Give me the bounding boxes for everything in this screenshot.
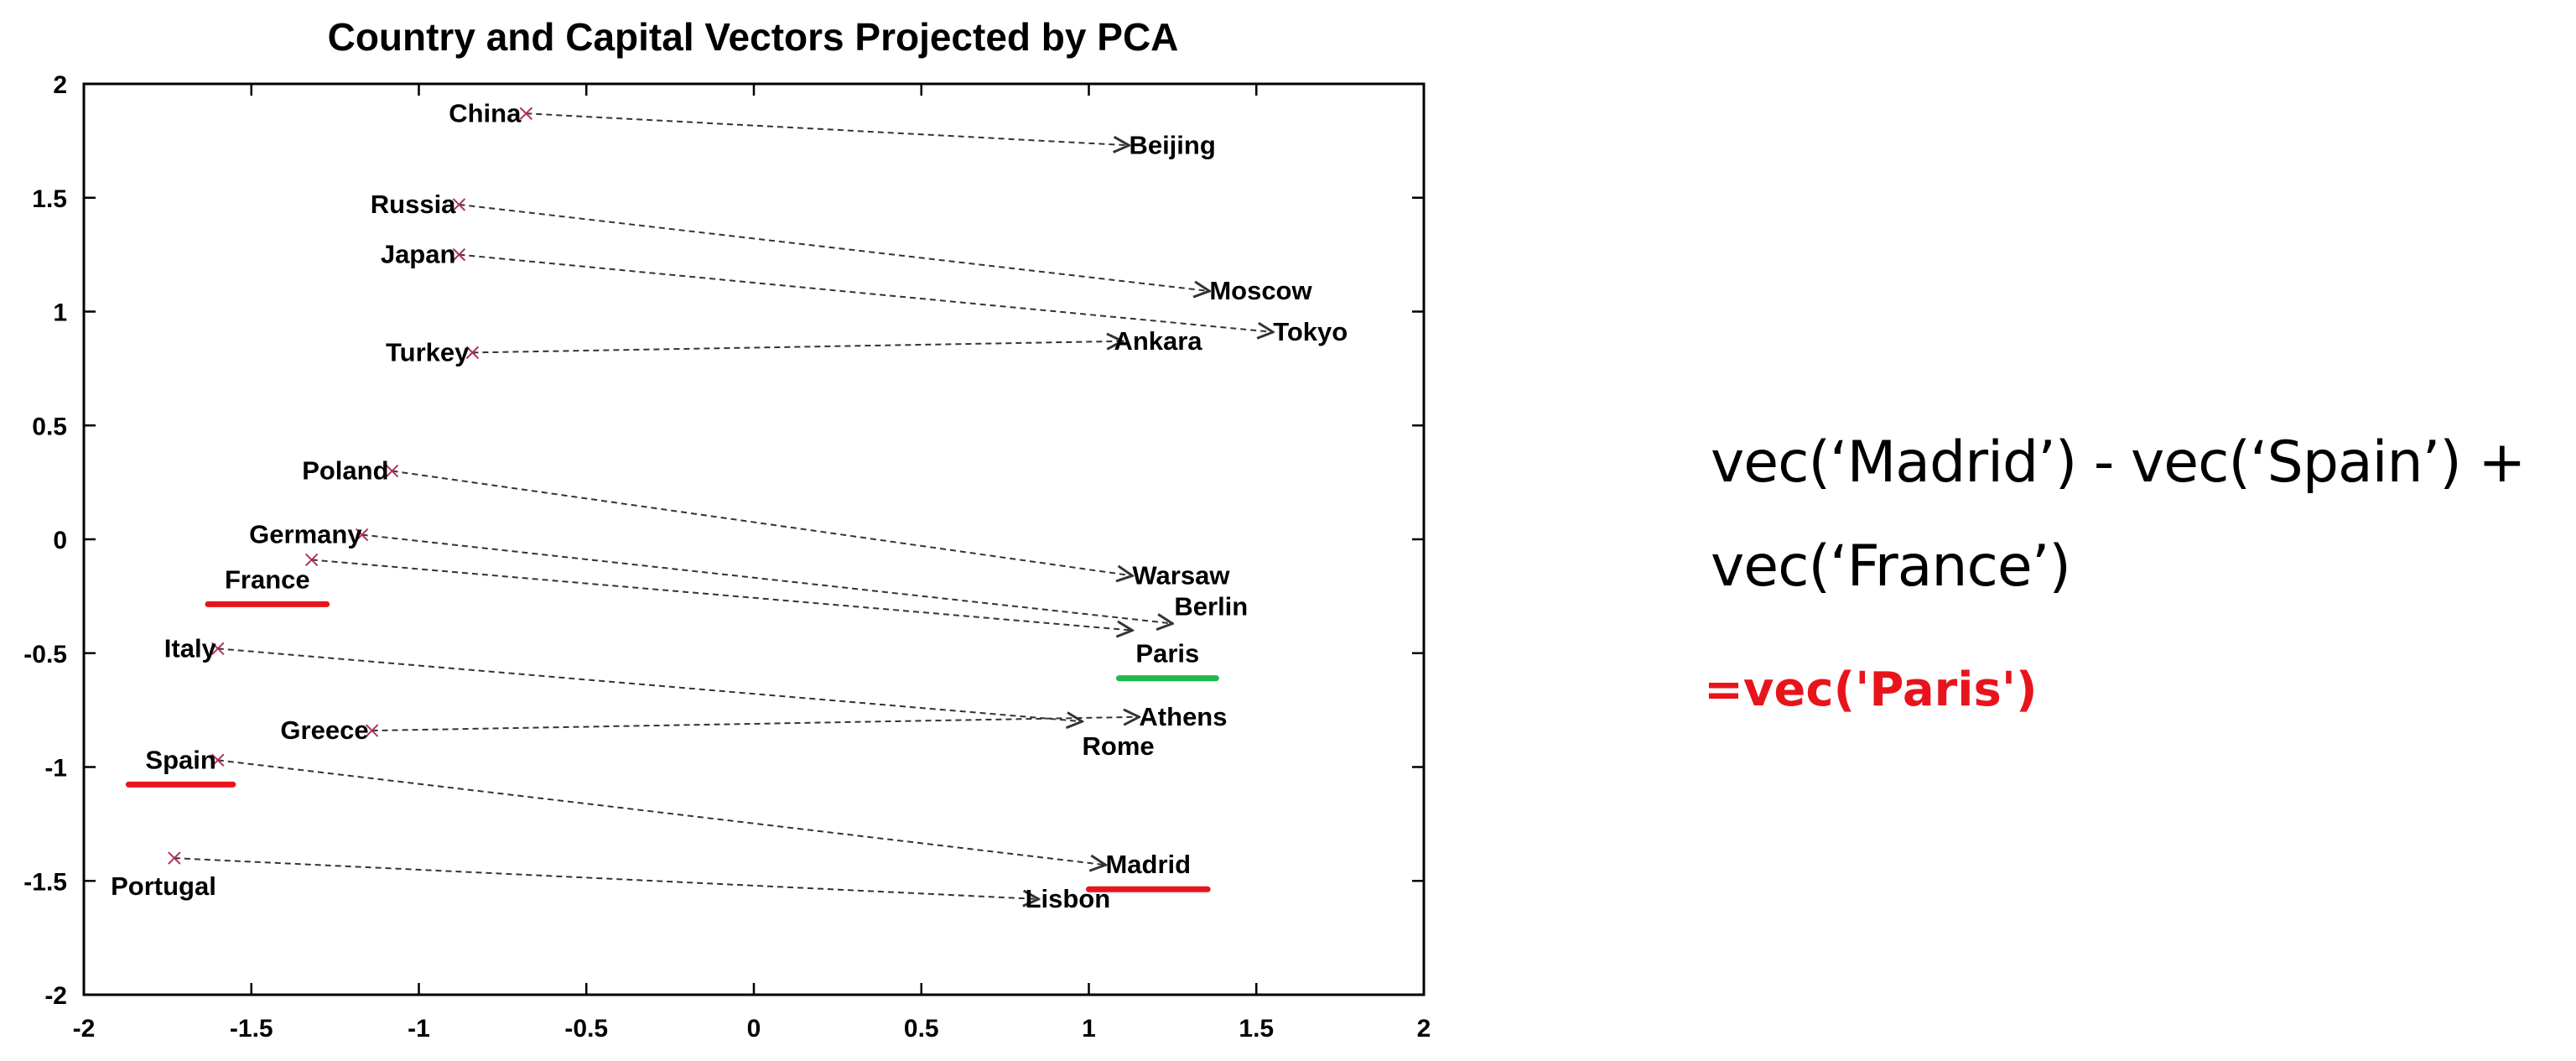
capital-label-athens: Athens <box>1139 702 1227 731</box>
country-label-russia: Russia <box>371 190 456 219</box>
capital-label-ankara: Ankara <box>1114 326 1202 356</box>
marker-italy <box>211 642 225 656</box>
y-tick-label: -2 <box>44 982 67 1010</box>
arrow-spain-madrid <box>217 759 1106 865</box>
x-tick-label: 1.5 <box>1239 1015 1274 1043</box>
marker-poland <box>385 464 399 478</box>
arrow-china-beijing <box>526 112 1129 145</box>
y-tick-label: -1 <box>44 755 67 783</box>
marker-spain <box>211 753 225 767</box>
equation-line-2: vec(‘France’) <box>1711 533 2071 600</box>
markers <box>168 107 533 865</box>
capital-label-warsaw: Warsaw <box>1132 560 1230 590</box>
country-label-turkey: Turkey <box>386 337 470 367</box>
marker-russia <box>452 198 466 211</box>
pca-chart: Country and Capital Vectors Projected by… <box>23 15 1431 1043</box>
capital-label-tokyo: Tokyo <box>1273 317 1348 346</box>
capital-label-rome: Rome <box>1083 731 1155 761</box>
marker-portugal <box>168 851 181 865</box>
capital-label-beijing: Beijing <box>1129 130 1215 159</box>
y-tick-label: -0.5 <box>23 641 67 668</box>
country-label-portugal: Portugal <box>111 871 216 901</box>
x-tick-label: 0 <box>747 1015 761 1043</box>
chart-title: Country and Capital Vectors Projected by… <box>328 15 1179 59</box>
x-tick-label: 0.5 <box>904 1015 939 1043</box>
y-tick-label: 1.5 <box>32 185 67 213</box>
capital-label-moscow: Moscow <box>1209 276 1312 305</box>
x-tick-label: -1 <box>408 1015 430 1043</box>
capital-label-madrid: Madrid <box>1105 850 1191 879</box>
arrows <box>174 112 1273 899</box>
equation-line-1: vec(‘Madrid’) - vec(‘Spain’) + <box>1711 429 2526 496</box>
arrow-germany-berlin <box>361 533 1173 624</box>
point-labels: China Beijing Russia Moscow Japan Tokyo Turkey… <box>111 98 1348 913</box>
arrow-france-paris <box>311 559 1133 630</box>
highlight-underlines <box>125 601 1219 892</box>
x-tick-label: -1.5 <box>230 1015 273 1043</box>
axes: -2 -1.5 -1 -0.5 0 0.5 1 1.5 2 2 1.5 1 0.5 0 -0.5 -1 -1.5… <box>23 71 1431 1043</box>
marker-greece <box>365 724 379 737</box>
marker-germany <box>355 528 369 542</box>
arrow-japan-tokyo <box>459 253 1273 332</box>
arrow-russia-moscow <box>459 203 1209 291</box>
capital-label-paris: Paris <box>1135 639 1199 668</box>
equation-result: =vec('Paris') <box>1704 663 2038 717</box>
y-tick-label: 0.5 <box>32 413 67 440</box>
x-tick-label: 1 <box>1082 1015 1096 1043</box>
y-tick-label: 1 <box>53 299 67 327</box>
country-label-japan: Japan <box>381 240 456 269</box>
arrow-italy-rome <box>217 648 1083 721</box>
x-tick-label: 2 <box>1417 1015 1431 1043</box>
country-label-germany: Germany <box>249 520 362 549</box>
x-tick-label: -2 <box>73 1015 96 1043</box>
country-label-italy: Italy <box>164 633 217 663</box>
plot-frame <box>82 82 1426 996</box>
country-label-france: France <box>225 564 310 594</box>
arrow-greece-athens <box>371 717 1140 732</box>
arrow-turkey-ankara <box>472 341 1122 354</box>
country-label-greece: Greece <box>280 715 368 745</box>
y-tick-label: 2 <box>53 71 67 99</box>
capital-label-berlin: Berlin <box>1174 591 1248 621</box>
y-tick-label: 0 <box>53 527 67 554</box>
country-label-spain: Spain <box>145 745 216 774</box>
marker-china <box>519 107 533 121</box>
arrow-portugal-lisbon <box>174 857 1039 899</box>
country-label-poland: Poland <box>302 456 388 486</box>
y-tick-label: -1.5 <box>23 868 67 896</box>
country-label-china: China <box>449 98 522 127</box>
marker-france <box>304 553 319 567</box>
arrow-poland-warsaw <box>392 470 1133 576</box>
x-tick-label: -0.5 <box>564 1015 608 1043</box>
marker-japan <box>452 247 466 262</box>
marker-turkey <box>465 346 480 360</box>
